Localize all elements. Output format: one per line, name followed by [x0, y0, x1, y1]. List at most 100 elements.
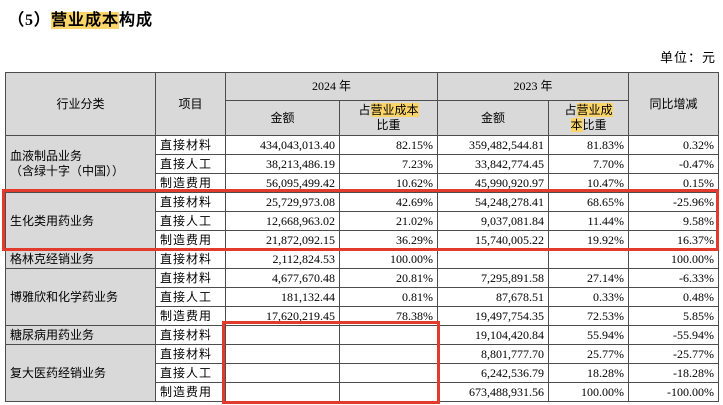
yoy-cell: 16.37% [628, 230, 720, 250]
ratio-2023-cell: 27.14% [548, 268, 630, 288]
amount-2024-header: 金额 [225, 100, 340, 136]
item-cell: 制造费用 [155, 382, 226, 402]
item-cell: 直接人工 [155, 287, 226, 307]
page-title: （5）营业成本构成 [8, 6, 153, 30]
table-row: 制造费用 56,095,499.42 10.62% 45,990,920.97 … [6, 173, 720, 193]
ratio-2023-cell: 11.44% [548, 211, 630, 231]
ratio-2024-cell: 21.02% [338, 211, 439, 231]
ratio-2023-highlight-line2: 本 [570, 118, 583, 132]
table-row: 制造费用 673,488,931.56 100.00% -100.00% [6, 382, 720, 402]
yoy-cell: -25.96% [628, 192, 720, 212]
table-row: 格林克经销业务 直接材料 2,112,824.53 100.00% 100.00… [5, 249, 720, 269]
ratio-2024-cell: 36.29% [338, 230, 439, 250]
ratio-2024-cell: 82.15% [338, 135, 439, 155]
table-row: 复大医药经销业务 直接材料 8,801,777.70 25.77% -25.77… [5, 344, 720, 402]
amount-2024-cell [225, 382, 340, 402]
industry-cell-biochemical: 生化类用药业务 [5, 192, 156, 250]
ratio-2023-cell: 7.70% [548, 154, 630, 174]
ratio-2024-cell: 42.69% [338, 192, 439, 212]
item-cell: 直接材料 [155, 192, 226, 212]
page-title-suffix: 构成 [119, 12, 154, 29]
item-cell: 制造费用 [155, 230, 226, 250]
amount-2024-cell [225, 325, 340, 345]
ratio-2023-cell: 72.53% [548, 306, 630, 326]
ratio-2024-cell: 100.00% [338, 249, 439, 269]
yoy-cell: 100.00% [628, 249, 720, 269]
ratio-2023-cell: 10.47% [548, 173, 630, 193]
ratio-2024-cell: 7.23% [338, 154, 439, 174]
ratio-2023-cell: 100.00% [548, 382, 630, 402]
industry-cell-fuda: 复大医药经销业务 [5, 344, 156, 402]
ratio-2024-cell: 10.62% [338, 173, 439, 193]
amount-2023-cell: 54,248,278.41 [437, 192, 550, 212]
industry-cell-grenk: 格林克经销业务 [5, 249, 156, 269]
ratio-2024-cell [338, 382, 439, 402]
ratio-2023-header: 占营业成 本比重 [548, 100, 630, 136]
yoy-cell: -18.28% [628, 363, 720, 383]
amount-2024-cell: 56,095,499.42 [225, 173, 340, 193]
amount-2023-cell: 19,104,420.84 [437, 325, 550, 345]
item-cell: 直接人工 [155, 211, 226, 231]
industry-cell-diabetes: 糖尿病用药业务 [5, 325, 156, 345]
amount-2023-cell: 15,740,005.22 [437, 230, 550, 250]
ratio-2024-cell: 78.38% [338, 306, 439, 326]
yoy-cell: -0.47% [628, 154, 720, 174]
table-row: 血液制品业务 （含绿十字（中国）） 直接材料 434,043,013.40 82.… [5, 135, 720, 193]
ratio-2023-cell: 81.83% [548, 135, 630, 155]
ratio-2023-cell: 19.92% [548, 230, 630, 250]
amount-2023-cell: 45,990,920.97 [437, 173, 550, 193]
ratio-2023-cell: 0.33% [548, 287, 630, 307]
operating-cost-table: 行业分类 项目 2024 年 2023 年 同比增减 金额 占营业成本 比重 金额… [5, 72, 720, 402]
ratio-2023-cell: 18.28% [548, 363, 630, 383]
table-row: 博雅欣和化学药业务 直接材料 4,677,670.48 20.81% 7,295… [5, 268, 720, 326]
item-cell: 直接人工 [155, 363, 226, 383]
amount-2024-cell: 2,112,824.53 [225, 249, 340, 269]
industry-cell-boya-xinhe: 博雅欣和化学药业务 [5, 268, 156, 326]
yoy-cell: -25.77% [628, 344, 720, 364]
ratio-2024-prefix: 占 [358, 103, 371, 117]
ratio-2023-cell: 68.65% [548, 192, 630, 212]
item-header: 项目 [155, 72, 226, 136]
amount-2023-header: 金额 [437, 100, 550, 136]
amount-2023-cell: 33,842,774.45 [437, 154, 550, 174]
industry-header: 行业分类 [5, 72, 156, 136]
page-title-prefix: （5） [8, 12, 52, 29]
industry-name-line2: （含绿十字（中国）） [10, 164, 125, 178]
item-cell: 直接材料 [155, 135, 226, 155]
amount-2023-cell: 87,678.51 [437, 287, 550, 307]
industry-name: 血液制品业务 [10, 149, 83, 163]
yoy-cell: -100.00% [628, 382, 720, 402]
header-row-measures: 金额 占营业成本 比重 金额 占营业成 本比重 [6, 100, 719, 136]
amount-2023-cell: 6,242,536.79 [437, 363, 550, 383]
amount-2023-cell: 359,482,544.81 [437, 135, 550, 155]
ratio-2024-cell [338, 363, 439, 383]
ratio-2024-cell [338, 325, 439, 345]
table-row: 直接人工 12,668,963.02 21.02% 9,037,081.84 1… [6, 211, 720, 231]
ratio-2023-suffix: 比重 [582, 118, 607, 132]
item-cell: 直接材料 [155, 268, 226, 288]
ratio-2024-header: 占营业成本 比重 [338, 100, 439, 136]
amount-2024-cell: 434,043,013.40 [225, 135, 340, 155]
table-row: 生化类用药业务 直接材料 25,729,973.08 42.69% 54,248… [5, 192, 720, 250]
table-row: 糖尿病用药业务 直接材料 19,104,420.84 55.94% -55.94… [5, 325, 720, 345]
ratio-2024-cell: 0.81% [338, 287, 439, 307]
ratio-2023-highlight-line1: 营业成 [576, 103, 613, 117]
yoy-cell: -55.94% [628, 325, 720, 345]
ratio-2023-prefix: 占 [564, 103, 577, 117]
ratio-2023-cell: 25.77% [548, 344, 630, 364]
amount-2023-cell: 7,295,891.58 [437, 268, 550, 288]
page-title-highlight: 营业成本 [51, 12, 120, 29]
amount-2024-cell: 4,677,670.48 [225, 268, 340, 288]
amount-2024-cell: 17,620,219.45 [225, 306, 340, 326]
yoy-cell: 0.32% [628, 135, 720, 155]
item-cell: 直接材料 [155, 249, 226, 269]
header-row-years: 行业分类 项目 2024 年 2023 年 同比增减 [5, 72, 720, 136]
amount-2024-cell [225, 363, 340, 383]
yoy-cell: 0.48% [628, 287, 720, 307]
ratio-2023-cell: 55.94% [548, 325, 630, 345]
amount-2024-cell: 38,213,486.19 [225, 154, 340, 174]
ratio-2024-cell [338, 344, 439, 364]
ratio-2024-cell: 20.81% [338, 268, 439, 288]
amount-2023-cell: 9,037,081.84 [437, 211, 550, 231]
amount-2024-cell: 12,668,963.02 [225, 211, 340, 231]
